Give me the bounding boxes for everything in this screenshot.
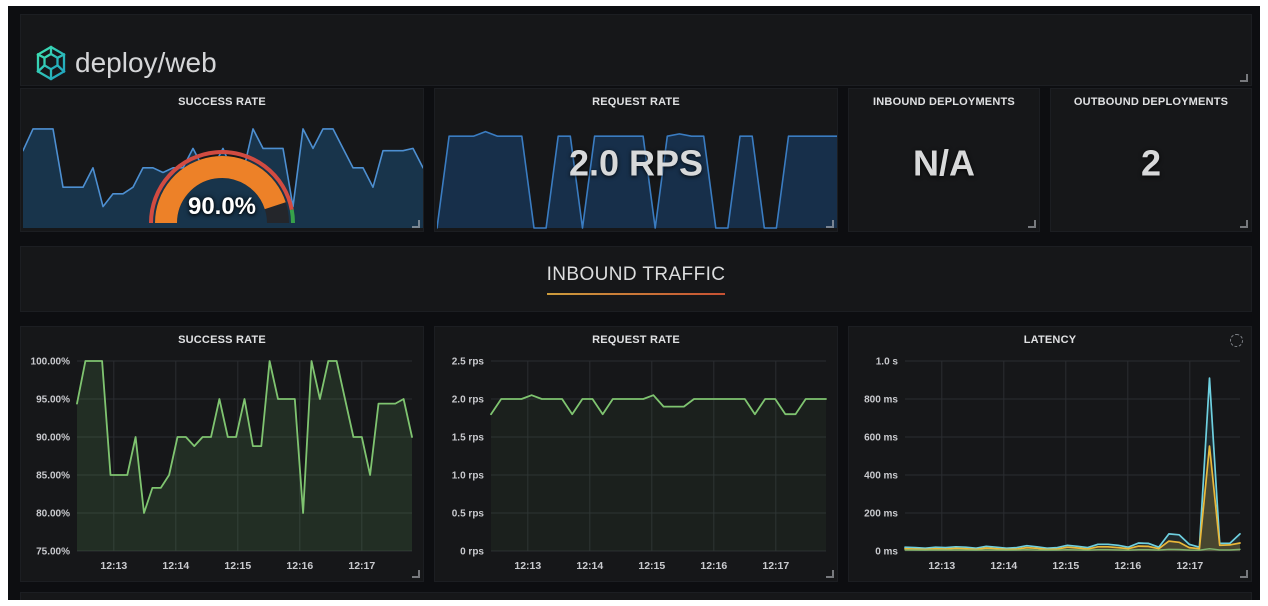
svg-text:2.5 rps: 2.5 rps — [452, 357, 485, 368]
latency-chart[interactable]: 0 ms 200 ms 400 ms 600 ms 800 ms 1.0 s 12:13 12… — [853, 353, 1249, 577]
grafana-dashboard: deploy/web SUCCESS RATE 90.0% REQUEST RA… — [8, 6, 1260, 600]
svg-text:200 ms: 200 ms — [864, 509, 898, 520]
svg-text:90.00%: 90.00% — [36, 433, 70, 444]
svg-text:800 ms: 800 ms — [864, 395, 898, 406]
svg-text:12:17: 12:17 — [348, 560, 375, 572]
success-rate-stat-panel: SUCCESS RATE 90.0% — [20, 88, 424, 232]
resize-handle-icon[interactable] — [826, 570, 834, 578]
dashboard-header-panel: deploy/web — [20, 14, 1252, 86]
resize-handle-icon[interactable] — [412, 220, 420, 228]
gauge-value: 90.0% — [187, 193, 257, 220]
svg-text:1.0 s: 1.0 s — [876, 357, 899, 368]
resize-handle-icon[interactable] — [826, 220, 834, 228]
svg-text:12:13: 12:13 — [928, 560, 955, 572]
success-rate-chart[interactable]: 75.00% 80.00% 85.00% 90.00% 95.00% 100.00% 12:… — [25, 353, 421, 577]
svg-text:0 rps: 0 rps — [460, 547, 484, 558]
section-title: INBOUND TRAFFIC — [546, 263, 726, 285]
resize-handle-icon[interactable] — [1240, 74, 1248, 82]
svg-text:95.00%: 95.00% — [36, 395, 70, 406]
resize-handle-icon[interactable] — [1240, 570, 1248, 578]
svg-text:0 ms: 0 ms — [875, 547, 898, 558]
svg-text:600 ms: 600 ms — [864, 433, 898, 444]
dashboard-title: deploy/web — [75, 47, 217, 78]
request-rate-chart[interactable]: 0 rps 0.5 rps 1.0 rps 1.5 rps 2.0 rps 2.5 rps… — [439, 353, 835, 577]
request-rate-sparkline[interactable] — [437, 125, 837, 229]
svg-text:1.5 rps: 1.5 rps — [452, 433, 485, 444]
success-rate-gauge: 90.0% — [137, 133, 307, 227]
panel-title[interactable]: OUTBOUND DEPLOYMENTS — [1073, 96, 1229, 108]
svg-text:85.00%: 85.00% — [36, 471, 70, 482]
svg-text:12:16: 12:16 — [1114, 560, 1141, 572]
svg-text:100.00%: 100.00% — [31, 357, 71, 368]
panel-title[interactable]: REQUEST RATE — [592, 96, 680, 108]
svg-text:80.00%: 80.00% — [36, 509, 70, 520]
inbound-deployments-value: N/A — [913, 142, 975, 184]
svg-text:12:16: 12:16 — [700, 560, 727, 572]
svg-text:12:17: 12:17 — [762, 560, 789, 572]
svg-text:2.0 rps: 2.0 rps — [452, 395, 485, 406]
svg-text:0.5 rps: 0.5 rps — [452, 509, 485, 520]
svg-text:12:17: 12:17 — [1176, 560, 1203, 572]
svg-text:1.0 rps: 1.0 rps — [452, 471, 485, 482]
panel-title[interactable]: INBOUND DEPLOYMENTS — [873, 96, 1015, 108]
panel-title[interactable]: SUCCESS RATE — [178, 96, 266, 108]
inbound-deployments-stat-panel: INBOUND DEPLOYMENTS N/A — [848, 88, 1040, 232]
svg-text:12:14: 12:14 — [576, 560, 603, 572]
success-rate-sparkline[interactable] — [23, 125, 423, 229]
svg-text:12:15: 12:15 — [224, 560, 251, 572]
panel-title[interactable]: REQUEST RATE — [592, 334, 680, 346]
request-rate-chart-panel: REQUEST RATE 0 rps 0.5 rps 1.0 rps 1.5 rps 2… — [434, 326, 838, 582]
success-rate-chart-panel: SUCCESS RATE 75.00% 80.00% 85.00% 90.00% 95.… — [20, 326, 424, 582]
svg-text:12:15: 12:15 — [1052, 560, 1079, 572]
resize-handle-icon[interactable] — [1240, 220, 1248, 228]
svg-text:12:14: 12:14 — [162, 560, 189, 572]
section-underline — [547, 292, 725, 295]
request-rate-stat-panel: REQUEST RATE 2.0 RPS — [434, 88, 838, 232]
svg-text:75.00%: 75.00% — [36, 547, 70, 558]
svg-text:12:16: 12:16 — [286, 560, 313, 572]
panel-title[interactable]: LATENCY — [1023, 334, 1077, 346]
outbound-deployments-stat-panel: OUTBOUND DEPLOYMENTS 2 — [1050, 88, 1252, 232]
gauge-arc — [149, 150, 295, 224]
latency-chart-panel: LATENCY 0 ms 200 ms 400 ms 600 ms 800 ms 1.0 … — [848, 326, 1252, 582]
svg-text:12:13: 12:13 — [514, 560, 541, 572]
resize-handle-icon[interactable] — [412, 570, 420, 578]
svg-text:12:13: 12:13 — [100, 560, 127, 572]
inbound-traffic-section-panel: INBOUND TRAFFIC — [20, 246, 1252, 312]
outbound-deployments-value: 2 — [1140, 142, 1162, 184]
resize-handle-icon[interactable] — [1028, 220, 1036, 228]
svg-text:12:14: 12:14 — [990, 560, 1017, 572]
svg-text:12:15: 12:15 — [638, 560, 665, 572]
loading-spinner-icon — [1230, 334, 1243, 347]
svg-text:400 ms: 400 ms — [864, 471, 898, 482]
deploy-logo-icon — [36, 45, 66, 81]
request-rate-value: 2.0 RPS — [568, 142, 704, 184]
next-row-panel — [20, 592, 1252, 600]
panel-title[interactable]: SUCCESS RATE — [178, 334, 266, 346]
